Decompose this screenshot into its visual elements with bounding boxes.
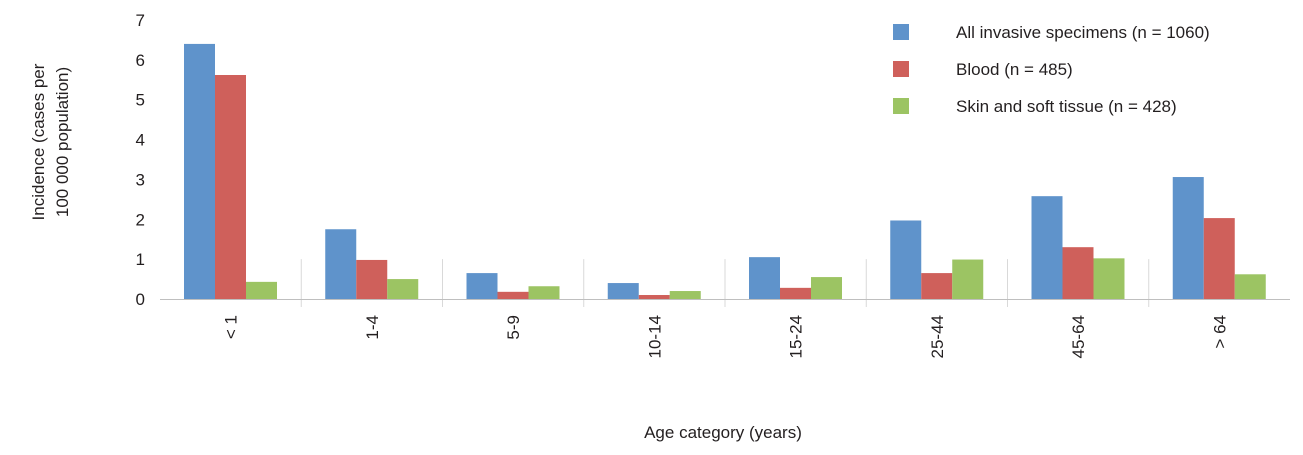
x-tick-label: 15-24 — [787, 315, 806, 358]
bar — [638, 295, 670, 299]
bar — [890, 220, 922, 299]
bar — [1234, 274, 1266, 299]
x-tick-label: < 1 — [222, 315, 241, 339]
y-axis-title-line-2: 100 000 population) — [53, 67, 72, 217]
y-tick-label: 7 — [136, 11, 145, 30]
bar — [387, 279, 419, 299]
bar — [184, 43, 215, 299]
legend-label: All invasive specimens (n = 1060) — [956, 23, 1210, 42]
bar — [466, 273, 498, 299]
x-tick-label: 1-4 — [363, 315, 382, 340]
bar — [1031, 196, 1063, 299]
x-axis-title: Age category (years) — [644, 423, 802, 442]
x-tick-label: 5-9 — [504, 315, 523, 340]
bar — [952, 259, 984, 299]
bar — [1203, 218, 1235, 299]
bar — [246, 281, 277, 299]
y-tick-label: 5 — [136, 91, 145, 110]
bar — [325, 229, 357, 299]
legend-swatch — [893, 24, 909, 40]
y-axis-tick-labels: 0 1 2 3 4 5 6 7 — [136, 11, 145, 309]
bar — [356, 259, 388, 299]
x-tick-label: 45-64 — [1069, 315, 1088, 358]
x-tick-label: 10-14 — [645, 315, 664, 358]
bars — [184, 43, 1266, 299]
bar — [1172, 177, 1204, 299]
x-tick-label: > 64 — [1210, 315, 1229, 349]
bar — [749, 257, 780, 299]
x-axis-tick-labels: < 1 1-4 5-9 10-14 15-24 25-44 45-64 > 64 — [222, 315, 1230, 358]
category-separators — [300, 259, 1150, 307]
legend-label: Blood (n = 485) — [956, 60, 1073, 79]
bar — [215, 75, 246, 299]
legend: All invasive specimens (n = 1060) Blood (… — [893, 23, 1210, 116]
legend-swatch — [893, 98, 909, 114]
legend-swatch — [893, 61, 909, 77]
legend-label: Skin and soft tissue (n = 428) — [956, 97, 1177, 116]
y-axis-title: Incidence (cases per 100 000 population) — [29, 63, 72, 220]
y-tick-label: 1 — [136, 250, 145, 269]
y-tick-label: 2 — [136, 210, 145, 229]
bar — [497, 291, 529, 299]
y-axis-title-line-1: Incidence (cases per — [29, 63, 48, 220]
bar — [607, 283, 639, 299]
bar — [780, 287, 811, 299]
y-tick-label: 6 — [136, 51, 145, 70]
bar — [669, 291, 701, 299]
bar — [1093, 258, 1125, 299]
bar — [811, 277, 842, 299]
bar — [921, 273, 953, 299]
x-tick-label: 25-44 — [928, 315, 947, 358]
y-tick-label: 4 — [136, 131, 145, 150]
bar — [528, 286, 560, 299]
bar — [1062, 247, 1094, 299]
y-tick-label: 3 — [136, 170, 145, 189]
y-tick-label: 0 — [136, 290, 145, 309]
